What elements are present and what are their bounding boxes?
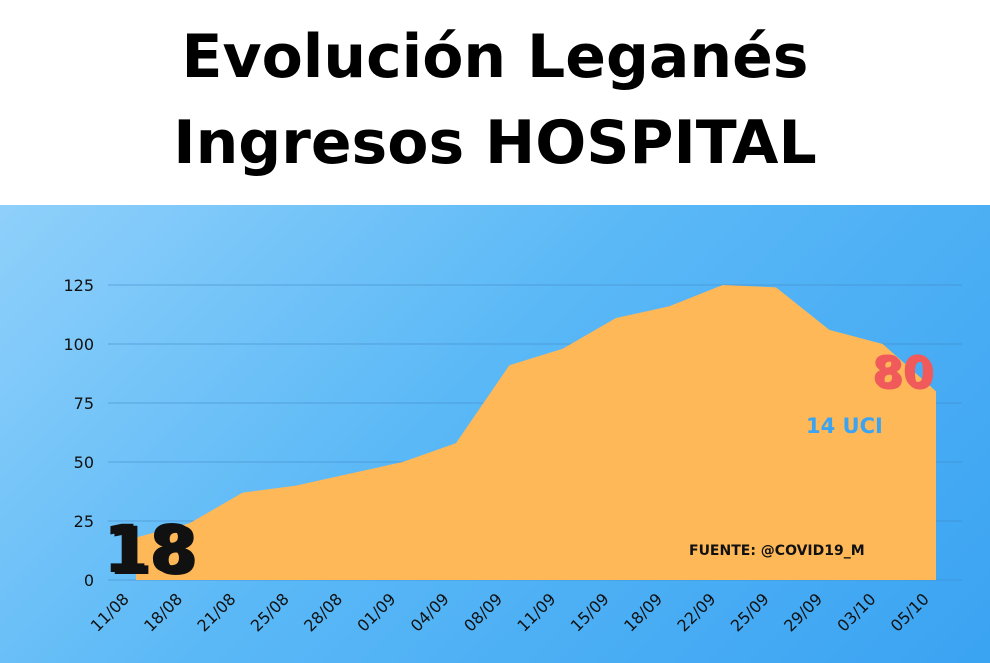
x-tick-label-11/08: 11/08 bbox=[87, 589, 133, 635]
data-point-18/09 bbox=[668, 305, 671, 308]
area-fill bbox=[136, 285, 936, 580]
start-value-shadow: 18 bbox=[107, 513, 199, 590]
y-tick-label-50: 50 bbox=[74, 453, 94, 472]
data-point-11/09 bbox=[561, 347, 564, 350]
x-tick-label-28/08: 28/08 bbox=[300, 589, 346, 635]
y-tick-label-25: 25 bbox=[74, 512, 94, 531]
title-line-1: Evolución Leganés bbox=[181, 22, 809, 92]
data-point-03/10 bbox=[881, 343, 884, 346]
x-tick-label-22/09: 22/09 bbox=[673, 589, 719, 635]
data-point-25/09 bbox=[775, 286, 778, 289]
start-value-label: 18 bbox=[103, 511, 195, 588]
x-tick-label-04/09: 04/09 bbox=[407, 589, 453, 635]
y-tick-label-125: 125 bbox=[63, 276, 94, 295]
x-tick-label-03/10: 03/10 bbox=[833, 589, 879, 635]
data-point-08/09 bbox=[508, 364, 511, 367]
end-value-shadow: 80 bbox=[874, 349, 935, 400]
title-line-2: Ingresos HOSPITAL bbox=[173, 108, 817, 178]
title-block: Evolución Leganés Ingresos HOSPITAL bbox=[0, 0, 990, 205]
x-tick-label-21/08: 21/08 bbox=[193, 589, 239, 635]
y-axis-ticks: 0 25 50 75 100 125 bbox=[63, 276, 94, 590]
data-point-04/09 bbox=[455, 442, 458, 445]
x-tick-label-29/09: 29/09 bbox=[780, 589, 826, 635]
x-tick-label-01/09: 01/09 bbox=[353, 589, 399, 635]
data-point-25/08 bbox=[295, 484, 298, 487]
area-series bbox=[136, 284, 936, 580]
x-tick-label-15/09: 15/09 bbox=[567, 589, 613, 635]
uci-label: 14 UCI bbox=[806, 414, 883, 438]
y-tick-label-100: 100 bbox=[63, 335, 94, 354]
data-point-15/09 bbox=[615, 317, 618, 320]
source-label: FUENTE: @COVID19_M bbox=[689, 543, 865, 559]
data-point-22/09 bbox=[721, 284, 724, 287]
x-axis-ticks: 11/08 18/08 21/08 25/08 28/08 01/09 04/09 08/09… bbox=[87, 589, 933, 635]
x-tick-label-18/08: 18/08 bbox=[140, 589, 186, 635]
data-point-28/08 bbox=[348, 472, 351, 475]
x-tick-label-11/09: 11/09 bbox=[513, 589, 559, 635]
x-tick-label-08/09: 08/09 bbox=[460, 589, 506, 635]
y-tick-label-75: 75 bbox=[74, 394, 94, 413]
x-tick-label-25/08: 25/08 bbox=[247, 589, 293, 635]
data-point-21/08 bbox=[241, 491, 244, 494]
x-tick-label-18/09: 18/09 bbox=[620, 589, 666, 635]
x-tick-label-25/09: 25/09 bbox=[727, 589, 773, 635]
data-point-29/09 bbox=[828, 328, 831, 331]
x-tick-label-05/10: 05/10 bbox=[887, 589, 933, 635]
data-point-01/09 bbox=[401, 461, 404, 464]
end-value-label: 80 bbox=[872, 347, 933, 398]
y-tick-label-0: 0 bbox=[84, 571, 94, 590]
